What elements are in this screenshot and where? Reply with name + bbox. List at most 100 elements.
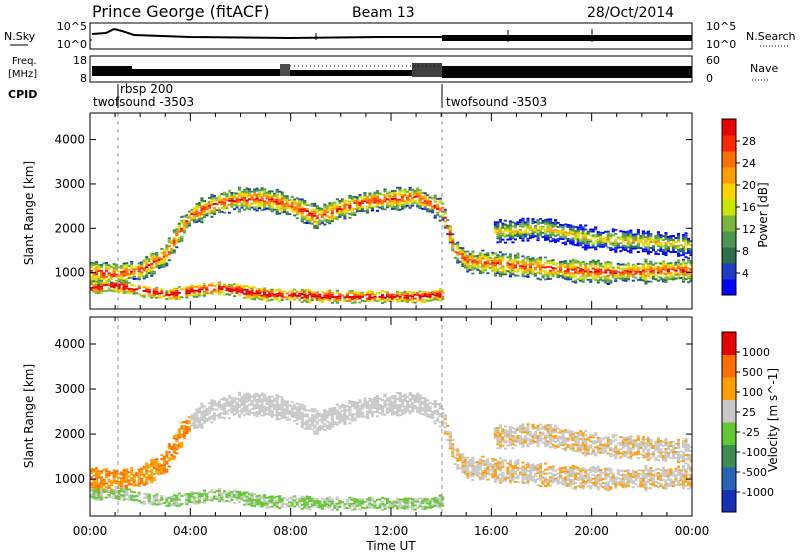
echo-cell	[250, 190, 254, 193]
echo-cell	[463, 456, 467, 459]
echo-cell	[396, 392, 400, 394]
echo-cell	[205, 499, 209, 502]
echo-cell	[202, 286, 206, 289]
echo-cell	[368, 204, 372, 207]
echo-cell	[340, 214, 344, 217]
echo-cell	[461, 253, 465, 256]
echo-cell	[305, 294, 309, 297]
echo-cell	[621, 246, 625, 249]
echo-cell	[546, 277, 550, 280]
echo-cell	[355, 291, 359, 294]
echo-cell	[689, 259, 693, 262]
echo-cell	[285, 203, 289, 206]
echo-cell	[466, 266, 470, 269]
echo-cell	[566, 270, 570, 273]
echo-cell	[323, 223, 327, 226]
echo-cell	[112, 267, 116, 269]
echo-cell	[681, 245, 686, 248]
echo-cell	[237, 405, 242, 408]
echo-cell	[360, 299, 365, 302]
echo-cell	[451, 439, 455, 442]
echo-cell	[554, 273, 558, 276]
echo-cell	[225, 195, 229, 198]
echo-cell	[142, 475, 146, 478]
echo-cell	[328, 413, 332, 416]
echo-cell	[270, 411, 274, 414]
echo-cell	[290, 291, 294, 294]
echo-cell	[569, 272, 573, 275]
echo-cell	[629, 245, 633, 248]
echo-cell	[325, 497, 329, 500]
echo-cell	[576, 230, 580, 233]
echo-cell	[501, 234, 505, 237]
echo-cell	[195, 414, 199, 417]
echo-cell	[177, 504, 181, 507]
echo-cell	[634, 237, 638, 240]
echo-cell	[571, 276, 575, 279]
echo-cell	[152, 464, 156, 467]
echo-cell	[428, 498, 432, 501]
echo-cell	[616, 242, 620, 245]
echo-cell	[358, 415, 362, 418]
echo-cell	[275, 501, 279, 504]
echo-cell	[90, 493, 94, 496]
echo-cell	[681, 233, 686, 236]
echo-cell	[594, 276, 598, 279]
echo-cell	[679, 250, 683, 253]
echo-cell	[115, 472, 119, 475]
echo-cell	[684, 242, 688, 245]
echo-cell	[406, 497, 410, 500]
echo-cell	[383, 298, 387, 301]
echo-cell	[132, 495, 136, 498]
echo-cell	[526, 221, 530, 224]
echo-cell	[393, 189, 397, 192]
echo-cell	[145, 478, 149, 481]
echo-cell	[468, 266, 472, 269]
echo-cell	[258, 201, 262, 204]
echo-cell	[666, 237, 671, 240]
echo-cell	[195, 206, 199, 209]
echo-cell	[423, 497, 427, 500]
echo-cell	[258, 394, 262, 397]
echo-cell	[230, 407, 234, 410]
echo-cell	[431, 297, 435, 300]
echo-cell	[235, 401, 239, 404]
echo-cell	[220, 285, 224, 288]
echo-cell	[145, 286, 149, 289]
echo-cell	[458, 459, 462, 462]
echo-cell	[428, 405, 432, 408]
echo-cell	[413, 395, 417, 398]
echo-cell	[253, 499, 257, 502]
echo-cell	[629, 233, 633, 236]
echo-cell	[105, 275, 109, 278]
echo-cell	[676, 267, 681, 270]
echo-cell	[335, 413, 339, 416]
echo-cell	[624, 247, 628, 250]
echo-cell	[441, 504, 445, 507]
echo-cell	[528, 266, 533, 269]
echo-cell	[418, 201, 422, 204]
echo-cell	[398, 408, 402, 411]
echo-cell	[150, 503, 154, 506]
echo-cell	[330, 202, 334, 205]
echo-cell	[150, 296, 154, 299]
echo-cell	[268, 196, 272, 199]
nave-tick-top: 60	[706, 54, 720, 67]
echo-cell	[438, 289, 442, 292]
echo-cell	[177, 442, 181, 445]
echo-cell	[569, 232, 573, 235]
echo-cell	[145, 470, 149, 473]
echo-cell	[230, 195, 234, 198]
echo-cell	[581, 236, 585, 239]
echo-cell	[237, 204, 242, 207]
echo-cell	[160, 468, 164, 471]
echo-cell	[646, 268, 650, 271]
echo-cell	[268, 405, 272, 408]
echo-cell	[348, 204, 352, 207]
echo-cell	[150, 274, 154, 277]
echo-cell	[225, 500, 229, 502]
echo-cell	[639, 235, 643, 238]
echo-cell	[117, 289, 121, 292]
echo-cell	[283, 195, 287, 197]
echo-cell	[416, 299, 420, 302]
